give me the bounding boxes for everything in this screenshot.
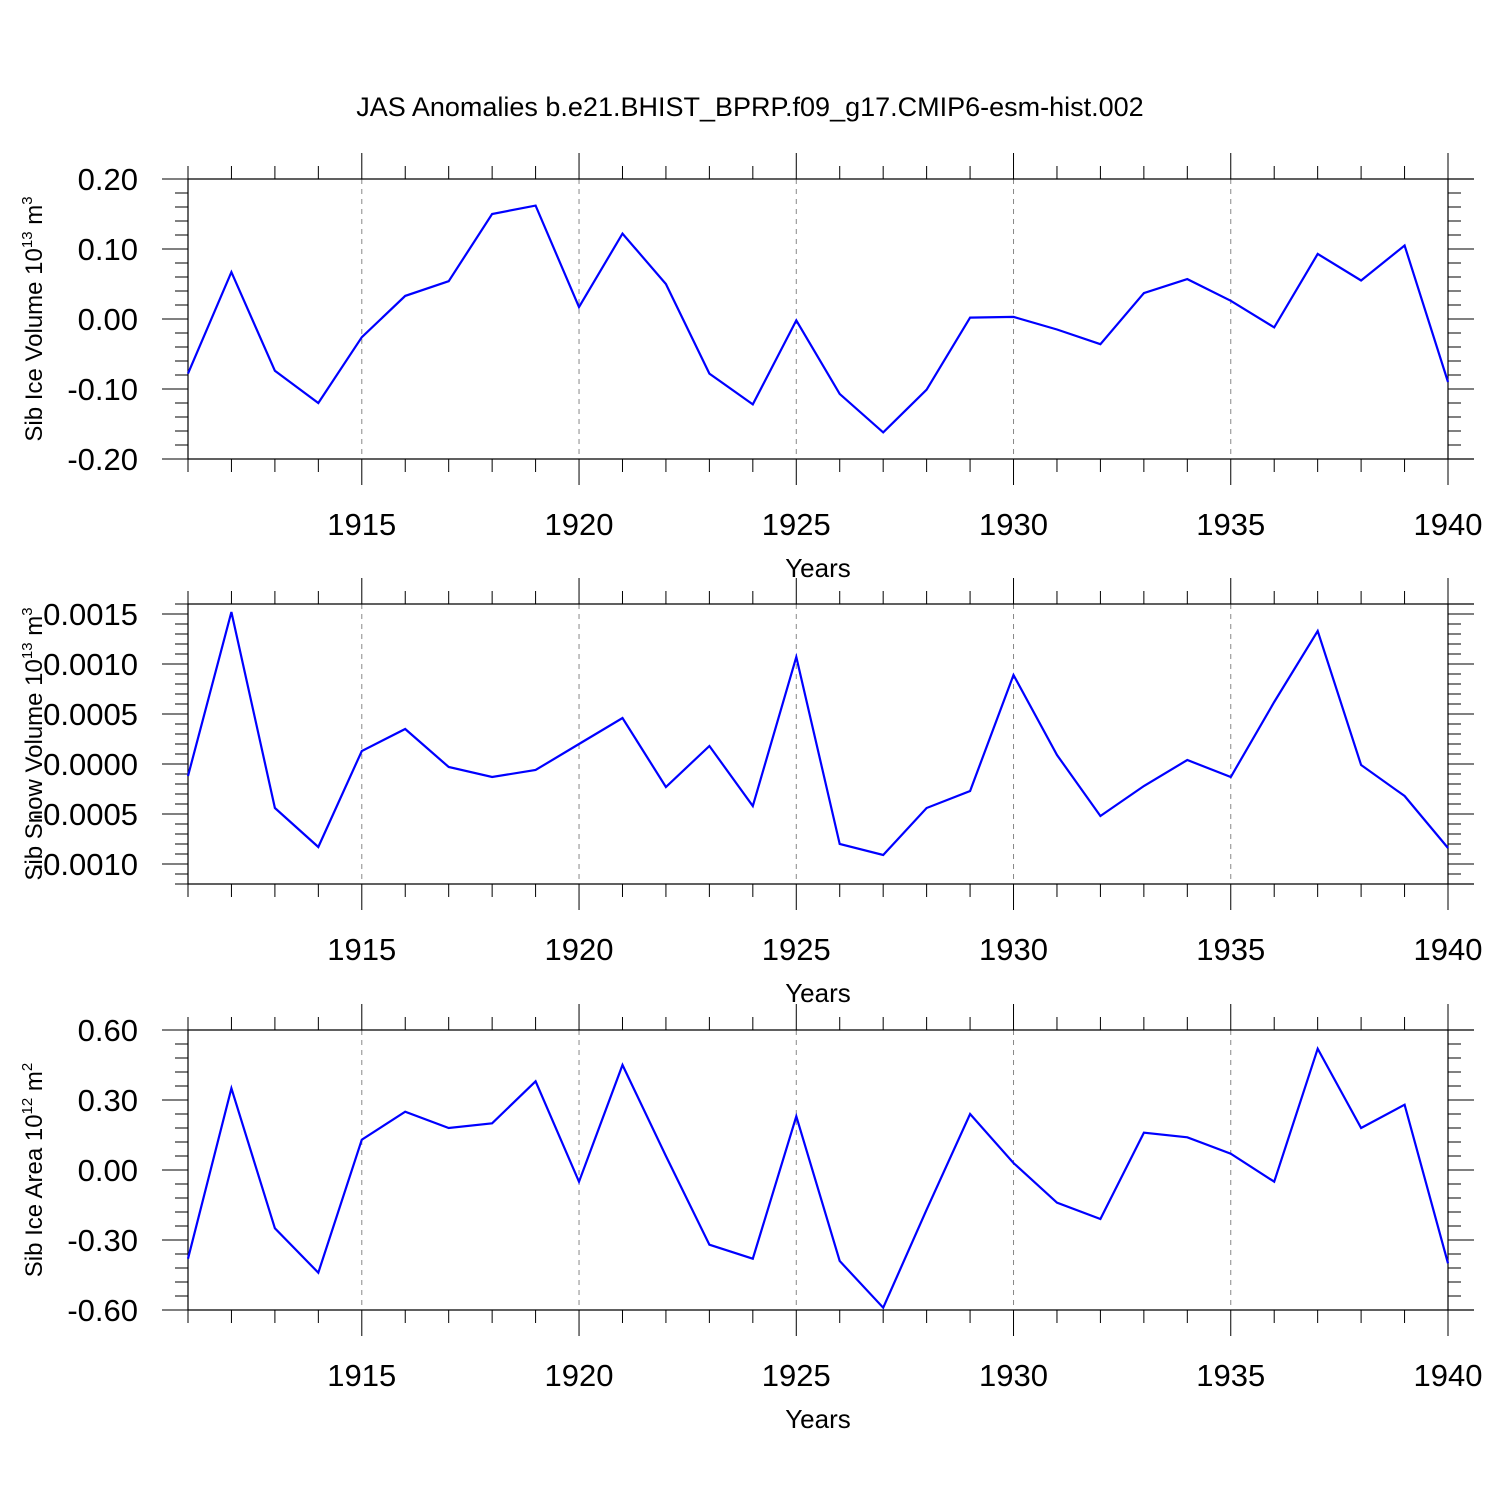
x-axis-label: Years — [785, 553, 851, 583]
y-tick-label: 0.60 — [78, 1013, 138, 1048]
x-tick-label: 1930 — [979, 932, 1048, 967]
x-axis-label: Years — [785, 978, 851, 1008]
x-tick-label: 1935 — [1196, 1358, 1265, 1393]
panel-1: 1915 1920 1925 1930 1935 1940 Years 0.20 0.10 0.0… — [19, 153, 1482, 583]
x-tick-label: 1925 — [762, 1358, 831, 1393]
x-tick-label: 1930 — [979, 507, 1048, 542]
y-tick-label: 0.00 — [78, 1153, 138, 1188]
x-tick-label: 1915 — [327, 1358, 396, 1393]
x-tick-label: 1925 — [762, 932, 831, 967]
x-tick-label: 1930 — [979, 1358, 1048, 1393]
y-tick-label: 0.0015 — [43, 597, 138, 632]
x-tick-label: 1940 — [1414, 932, 1483, 967]
y-axis-label: Sib Snow Volume 1013 m3 — [19, 607, 48, 880]
x-tick-label: 1940 — [1414, 1358, 1483, 1393]
x-tick-label: 1935 — [1196, 932, 1265, 967]
x-tick-label: 1920 — [545, 1358, 614, 1393]
y-tick-label: -0.0005 — [33, 797, 138, 832]
y-tick-label: 0.00 — [78, 302, 138, 337]
x-tick-label: 1920 — [545, 507, 614, 542]
x-tick-label: 1920 — [545, 932, 614, 967]
y-tick-label: -0.0010 — [33, 847, 138, 882]
y-axis-label: Sib Ice Area 1012 m2 — [19, 1063, 48, 1277]
x-tick-label: 1915 — [327, 932, 396, 967]
x-axis-label: Years — [785, 1404, 851, 1434]
y-axis-label: Sib Ice Volume 1013 m3 — [19, 196, 48, 441]
series-line-1 — [186, 611, 1449, 857]
series-line-1 — [186, 1045, 1450, 1310]
panels-group: 1915 1920 1925 1930 1935 1940 Years 0.20 0.10 0.0… — [19, 153, 1482, 1434]
y-tick-label: 0.0005 — [43, 697, 138, 732]
x-tick-label: 1925 — [762, 507, 831, 542]
panel-2: 1915 1920 1925 1930 1935 1940 Years 0.0015 0.001… — [19, 578, 1482, 1008]
y-tick-label: 0.0000 — [43, 747, 138, 782]
y-tick-label: -0.60 — [67, 1293, 138, 1328]
y-tick-label: 0.0010 — [43, 647, 138, 682]
y-tick-label: -0.20 — [67, 442, 138, 477]
y-tick-label: 0.20 — [78, 162, 138, 197]
y-tick-label: -0.30 — [67, 1223, 138, 1258]
series-line-1 — [186, 204, 1450, 434]
y-tick-label: 0.10 — [78, 232, 138, 267]
x-tick-label: 1940 — [1414, 507, 1483, 542]
y-tick-label: -0.10 — [67, 372, 138, 407]
x-tick-label: 1915 — [327, 507, 396, 542]
chart-title: JAS Anomalies b.e21.BHIST_BPRP.f09_g17.C… — [356, 92, 1143, 122]
y-tick-label: 0.30 — [78, 1083, 138, 1118]
panel-3: 1915 1920 1925 1930 1935 1940 Years 0.60 0.30 0.0… — [19, 1004, 1482, 1434]
x-tick-label: 1935 — [1196, 507, 1265, 542]
